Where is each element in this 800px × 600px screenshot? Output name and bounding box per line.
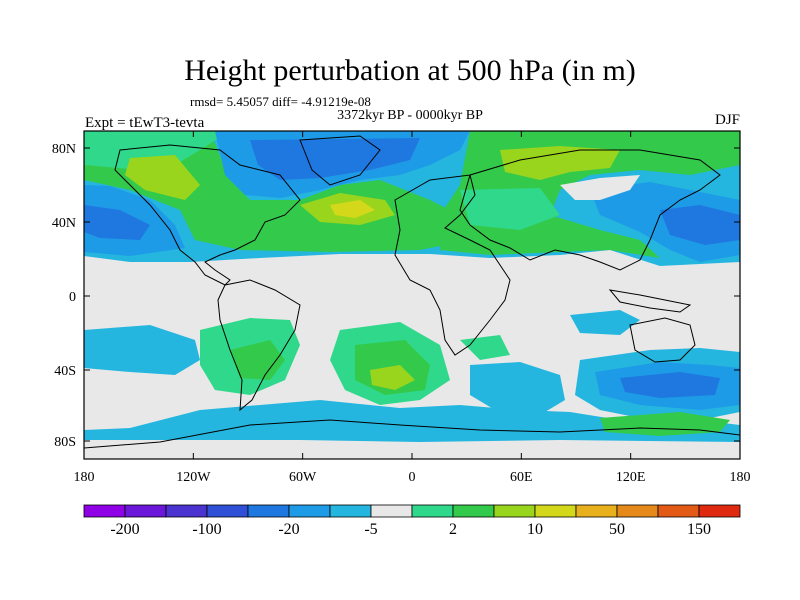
colorbar-label: 150: [687, 521, 711, 538]
lat-tick-label: 80N: [52, 142, 76, 157]
contour-sh-green-1: [230, 340, 285, 380]
colorbar-label: 2: [449, 521, 457, 538]
experiment-label: Expt = tEwT3-tevta: [85, 115, 205, 131]
colorbar-swatch: [83, 504, 126, 518]
lat-tick-label: 0: [69, 290, 76, 305]
colorbar-swatch: [370, 504, 413, 518]
antarctica-outline: [84, 419, 740, 449]
colorbar-swatch: [247, 504, 290, 518]
contour-sh-cyan-3: [570, 310, 640, 335]
colorbar-swatch: [657, 504, 700, 518]
colorbar-swatch: [206, 504, 249, 518]
lon-tick-label: 120W: [176, 470, 211, 485]
contour-sh-lime-2: [370, 365, 415, 390]
contour-nh-lime-asia: [500, 146, 620, 180]
contour-nh-teal-arc: [84, 131, 230, 170]
colorbar-label: -5: [364, 521, 377, 538]
contour-nh-lime-atl2: [330, 200, 375, 218]
period-text: 3372kyr BP - 0000kyr BP: [337, 108, 483, 123]
contour-sh-antarctic-gray: [84, 440, 740, 459]
contour-nh-darkblue-w: [84, 205, 150, 240]
greenland-outline: [299, 135, 381, 186]
colorbar-label: -100: [192, 521, 221, 538]
coastlines: [84, 135, 740, 449]
australia-outline: [629, 317, 696, 363]
season-label: DJF: [715, 112, 740, 128]
colorbar-swatch: [411, 504, 454, 518]
contour-nh-teal-asia: [460, 188, 560, 230]
contour-nh-gray-gap: [560, 175, 640, 200]
map-plot: [84, 131, 740, 459]
map-title: Height perturbation at 500 hPa (in m): [184, 54, 636, 87]
stats-text: rmsd= 5.45057 diff= -4.91219e-08: [190, 94, 371, 109]
colorbar-swatch: [493, 504, 536, 518]
colorbar-swatch: [698, 504, 741, 518]
north-america-outline: [114, 144, 301, 286]
colorbar-label: 10: [527, 521, 543, 538]
colorbar-swatch: [288, 504, 331, 518]
contour-sh-cyan-2: [470, 362, 565, 415]
lat-tick-label: 80S: [54, 435, 76, 450]
lon-tick-label: 120E: [616, 470, 646, 485]
colorbar-swatch: [534, 504, 577, 518]
colorbar-swatch: [616, 504, 659, 518]
longitude-axis: 180 120W 60W 0 60E 120E 180: [74, 131, 751, 485]
contour-sh-darkblue-big: [620, 372, 720, 398]
europe-africa-outline: [394, 174, 511, 356]
lon-tick-label: 60E: [510, 470, 533, 485]
latitude-axis: 80N 40N 0 40S 80S: [52, 142, 740, 450]
colorbar-swatch: [165, 504, 208, 518]
asia-outline: [459, 149, 721, 271]
contour-nh-darkblue-pacific: [660, 205, 740, 245]
indonesia-outline: [608, 289, 692, 313]
colorbar-swatch: [329, 504, 372, 518]
contour-sh-cyan-w: [84, 325, 200, 375]
lat-tick-label: 40N: [52, 216, 76, 231]
colorbar-swatch: [124, 504, 167, 518]
lon-tick-label: 0: [409, 470, 416, 485]
colorbar-label: -200: [110, 521, 139, 538]
south-america-outline: [217, 279, 301, 412]
contour-nh-lime-na: [125, 155, 200, 200]
lon-tick-label: 180: [730, 470, 751, 485]
colorbar-swatch: [452, 504, 495, 518]
colorbar-swatch: [575, 504, 618, 518]
lon-tick-label: 60W: [289, 470, 317, 485]
lat-tick-label: 40S: [54, 364, 76, 379]
colorbar-label: -20: [278, 521, 299, 538]
lon-tick-label: 180: [74, 470, 95, 485]
colorbar-label: 50: [609, 521, 625, 538]
colorbar: -200 -100 -20 -5 2 10 50 150: [83, 504, 741, 538]
